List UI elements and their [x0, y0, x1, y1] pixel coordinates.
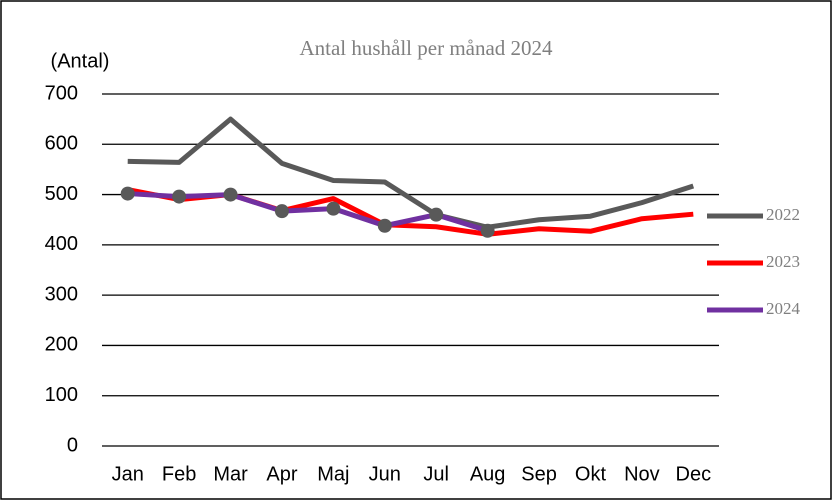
x-tick-label: Jan — [112, 463, 144, 485]
series-line — [127, 116, 695, 230]
y-tick-label: 300 — [45, 283, 78, 305]
y-tick-label: 200 — [45, 334, 78, 356]
x-tick-label: Okt — [575, 463, 607, 485]
y-tick-label: 400 — [45, 233, 78, 255]
y-tick-label: 100 — [45, 384, 78, 406]
legend-label: 2022 — [766, 205, 800, 224]
x-tick-label: Dec — [676, 463, 712, 485]
marker — [120, 186, 135, 201]
y-tick-label: 700 — [45, 82, 78, 104]
x-tick-label: Apr — [266, 463, 297, 485]
marker — [274, 204, 289, 219]
legend-label: 2023 — [766, 252, 800, 271]
x-tick-label: Jul — [423, 463, 449, 485]
y-tick-label: 500 — [45, 183, 78, 205]
marker — [326, 201, 341, 216]
y-tick-label: 0 — [67, 434, 78, 456]
marker — [429, 207, 444, 222]
y-axis-label: (Antal) — [51, 50, 110, 72]
x-tick-label: Sep — [521, 463, 557, 485]
y-tick-label: 600 — [45, 133, 78, 155]
legend-label: 2024 — [766, 299, 801, 318]
x-tick-label: Jun — [369, 463, 401, 485]
marker — [172, 189, 187, 204]
x-tick-label: Maj — [317, 463, 349, 485]
x-tick-label: Feb — [162, 463, 196, 485]
x-tick-label: Nov — [624, 463, 660, 485]
marker — [223, 187, 238, 202]
marker — [377, 218, 392, 233]
marker — [480, 223, 495, 238]
x-tick-label: Mar — [213, 463, 248, 485]
series-line — [127, 191, 489, 234]
chart-title: Antal hushåll per månad 2024 — [299, 36, 553, 60]
x-tick-label: Aug — [470, 463, 506, 485]
